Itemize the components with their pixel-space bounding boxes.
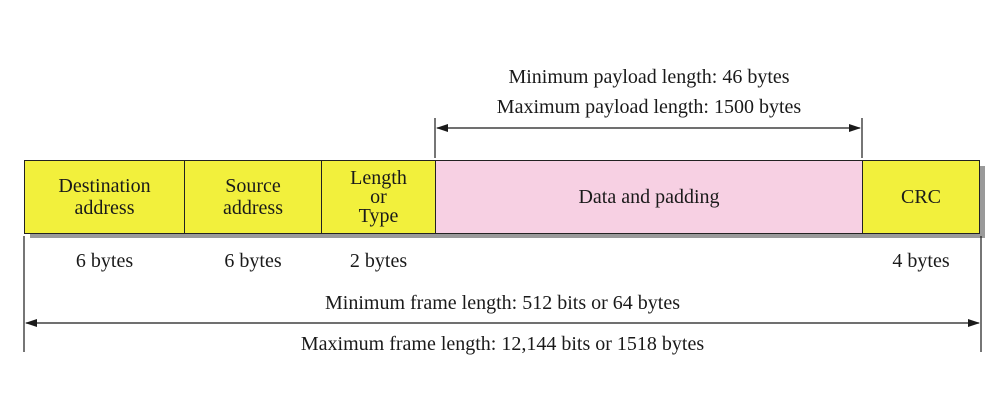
- destination-address-line2: address: [74, 197, 135, 219]
- crc-size-label: 4 bytes: [892, 250, 950, 272]
- destination-size-label: 6 bytes: [75, 250, 134, 272]
- length-type-line2: or: [370, 185, 387, 208]
- length-type-size-label: 2 bytes: [349, 250, 408, 272]
- source-address-field: Source address: [184, 160, 322, 234]
- source-address-line1: Source: [225, 175, 281, 197]
- max-frame-label: Maximum frame length: 12,144 bits or 151…: [300, 333, 705, 355]
- crc-label: CRC: [900, 186, 942, 208]
- length-type-line3: Type: [358, 204, 399, 227]
- source-size-label: 6 bytes: [224, 250, 282, 272]
- length-type-line1: Length: [350, 166, 407, 189]
- frame-shadow-right: [979, 166, 985, 238]
- frame-shadow: [30, 232, 985, 238]
- source-address-line2: address: [223, 197, 283, 219]
- data-and-padding-field: Data and padding: [435, 160, 863, 234]
- max-payload-label: Maximum payload length: 1500 bytes: [496, 96, 802, 118]
- destination-address-line1: Destination: [58, 175, 151, 197]
- min-payload-label: Minimum payload length: 46 bytes: [508, 66, 790, 88]
- data-and-padding-label: Data and padding: [578, 186, 720, 208]
- crc-field: CRC: [862, 160, 980, 234]
- min-frame-label: Minimum frame length: 512 bits or 64 byt…: [325, 292, 680, 314]
- destination-address-field: Destination address: [24, 160, 185, 234]
